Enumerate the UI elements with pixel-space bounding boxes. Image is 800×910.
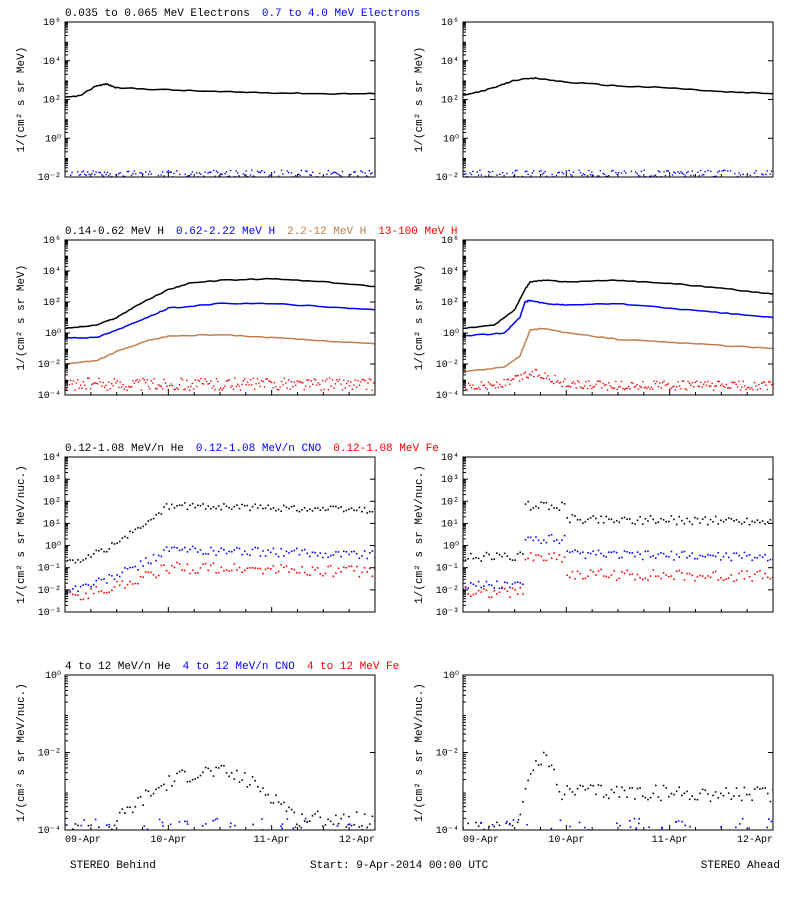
legend-row1-item0: 0.14-0.62 MeV H <box>65 226 164 238</box>
svg-text:10³: 10³ <box>440 475 458 486</box>
svg-text:1/(cm² s sr MeV/nuc.): 1/(cm² s sr MeV/nuc.) <box>414 683 426 822</box>
chart-r3-c1: 10⁻⁴ 10⁻² 10⁰ 09-Apr 10-Apr 11-Apr 12-Apr 1/(cm… <box>408 663 778 848</box>
svg-text:10⁻²: 10⁻² <box>38 586 61 597</box>
svg-text:10³: 10³ <box>43 475 61 486</box>
svg-text:10⁶: 10⁶ <box>43 18 61 29</box>
legend-row2-item1: 0.12-1.08 MeV/n CNO <box>196 443 321 455</box>
svg-text:10²: 10² <box>43 298 61 309</box>
chart-r2-c1: 10⁻³ 10⁻² 10⁻¹ 10⁰ 10¹ 10² 10³ 10⁴ 1/(cm² s sr M… <box>408 445 778 630</box>
svg-text:10⁻²: 10⁻² <box>38 360 61 371</box>
svg-text:11-Apr: 11-Apr <box>651 835 687 846</box>
chart-r2-c0: 10⁻³ 10⁻² 10⁻¹ 10⁰ 10¹ 10² 10³ 10⁴ 1/(cm² s sr M… <box>10 445 380 630</box>
svg-text:10²: 10² <box>440 298 458 309</box>
legend-row0-item0: 0.035 to 0.065 MeV Electrons <box>65 8 250 20</box>
svg-text:1/(cm² s sr MeV): 1/(cm² s sr MeV) <box>16 47 28 153</box>
svg-text:10²: 10² <box>43 497 61 508</box>
svg-text:10⁰: 10⁰ <box>45 133 61 145</box>
legend-row3-item0: 4 to 12 MeV/n He <box>65 661 171 673</box>
svg-text:10⁴: 10⁴ <box>440 452 458 464</box>
chart-r0-c0: 10⁻² 10⁰ 10² 10⁴ 10⁶ 1/(cm² s sr MeV) <box>10 10 380 195</box>
svg-text:1/(cm² s sr MeV): 1/(cm² s sr MeV) <box>414 264 426 370</box>
panel-r1-c0: 0.14-0.62 MeV H 0.62-2.22 MeV H 2.2-12 MeV… <box>10 228 393 426</box>
svg-text:10-Apr: 10-Apr <box>150 835 186 846</box>
svg-text:1/(cm² s sr MeV): 1/(cm² s sr MeV) <box>16 264 28 370</box>
svg-text:10⁴: 10⁴ <box>43 266 61 278</box>
svg-text:1/(cm² s sr MeV/nuc.): 1/(cm² s sr MeV/nuc.) <box>16 465 28 604</box>
svg-text:10⁴: 10⁴ <box>43 452 61 464</box>
svg-text:10⁻²: 10⁻² <box>435 586 458 597</box>
svg-text:10⁴: 10⁴ <box>43 56 61 68</box>
panel-r0-c0: 0.035 to 0.065 MeV Electrons0.7 to 4.0 M… <box>10 10 393 208</box>
svg-text:10⁰: 10⁰ <box>442 328 458 340</box>
svg-text:10⁰: 10⁰ <box>442 133 458 145</box>
svg-text:10⁻¹: 10⁻¹ <box>435 564 458 575</box>
svg-text:10⁶: 10⁶ <box>440 18 458 29</box>
svg-text:10¹: 10¹ <box>440 519 458 530</box>
chart-r3-c0: 10⁻⁴ 10⁻² 10⁰ 09-Apr 10-Apr 11-Apr 12-Apr 1/(cm… <box>10 663 380 848</box>
legend-row3-item2: 4 to 12 MeV Fe <box>307 661 399 673</box>
svg-text:10⁻²: 10⁻² <box>38 748 61 759</box>
footer-center: Start: 9-Apr-2014 00:00 UTC <box>310 860 488 872</box>
svg-text:10⁰: 10⁰ <box>45 328 61 340</box>
legend-row2: 0.12-1.08 MeV/n He0.12-1.08 MeV/n CNO0.1… <box>65 443 451 455</box>
svg-text:10⁻¹: 10⁻¹ <box>38 564 61 575</box>
panel-r3-c0: 4 to 12 MeV/n He4 to 12 MeV/n CNO4 to 12… <box>10 663 393 861</box>
panel-r2-c1: 10⁻³ 10⁻² 10⁻¹ 10⁰ 10¹ 10² 10³ 10⁴ 1/(cm² s sr M… <box>408 445 791 643</box>
legend-row1-item2: 2.2-12 MeV H <box>287 226 366 238</box>
svg-text:11-Apr: 11-Apr <box>254 835 290 846</box>
svg-text:10⁻⁴: 10⁻⁴ <box>38 825 61 837</box>
svg-text:10⁻³: 10⁻³ <box>38 608 61 619</box>
legend-row3: 4 to 12 MeV/n He 4 to 12 MeV/n CNO 4 to 12… <box>65 661 411 673</box>
svg-text:10⁻²: 10⁻² <box>38 173 61 184</box>
svg-text:10-Apr: 10-Apr <box>548 835 584 846</box>
svg-text:10⁰: 10⁰ <box>45 541 61 553</box>
svg-text:10⁻²: 10⁻² <box>435 360 458 371</box>
svg-text:09-Apr: 09-Apr <box>463 835 499 846</box>
chart-r1-c1: 10⁻⁴ 10⁻² 10⁰ 10² 10⁴ 10⁶ 1/(cm² s sr MeV) <box>408 228 778 413</box>
svg-text:10²: 10² <box>43 96 61 107</box>
svg-text:10⁴: 10⁴ <box>440 266 458 278</box>
panel-r2-c0: 0.12-1.08 MeV/n He0.12-1.08 MeV/n CNO0.1… <box>10 445 393 643</box>
svg-text:10⁶: 10⁶ <box>43 236 61 247</box>
svg-text:10⁻⁴: 10⁻⁴ <box>435 825 458 837</box>
svg-text:12-Apr: 12-Apr <box>736 835 772 846</box>
panel-r0-c1: 10⁻² 10⁰ 10² 10⁴ 10⁶ 1/(cm² s sr MeV) <box>408 10 791 208</box>
legend-row0: 0.035 to 0.065 MeV Electrons 0.7 to 4.0 M… <box>65 8 432 20</box>
svg-text:10²: 10² <box>440 497 458 508</box>
footer-left: STEREO Behind <box>70 860 156 872</box>
svg-text:10⁻⁴: 10⁻⁴ <box>38 390 61 402</box>
svg-text:10⁰: 10⁰ <box>442 541 458 553</box>
svg-text:10²: 10² <box>440 96 458 107</box>
svg-text:10¹: 10¹ <box>43 519 61 530</box>
svg-text:10⁻³: 10⁻³ <box>435 608 458 619</box>
svg-text:1/(cm² s sr MeV): 1/(cm² s sr MeV) <box>414 47 426 153</box>
svg-text:10⁰: 10⁰ <box>442 670 458 682</box>
svg-text:10⁻²: 10⁻² <box>435 173 458 184</box>
svg-text:09-Apr: 09-Apr <box>65 835 101 846</box>
svg-text:10⁻²: 10⁻² <box>435 748 458 759</box>
legend-row1-item1: 0.62-2.22 MeV H <box>176 226 275 238</box>
footer-right: STEREO Ahead <box>701 860 780 872</box>
svg-text:10⁶: 10⁶ <box>440 236 458 247</box>
svg-text:10⁰: 10⁰ <box>45 670 61 682</box>
chart-r0-c1: 10⁻² 10⁰ 10² 10⁴ 10⁶ 1/(cm² s sr MeV) <box>408 10 778 195</box>
legend-row3-item1: 4 to 12 MeV/n CNO <box>183 661 295 673</box>
legend-row2-item0: 0.12-1.08 MeV/n He <box>65 443 184 455</box>
chart-r1-c0: 10⁻⁴ 10⁻² 10⁰ 10² 10⁴ 10⁶ 1/(cm² s sr MeV) <box>10 228 380 413</box>
svg-text:10⁻⁴: 10⁻⁴ <box>435 390 458 402</box>
panel-r1-c1: 10⁻⁴ 10⁻² 10⁰ 10² 10⁴ 10⁶ 1/(cm² s sr MeV) <box>408 228 791 426</box>
svg-text:12-Apr: 12-Apr <box>339 835 375 846</box>
svg-text:1/(cm² s sr MeV/nuc.): 1/(cm² s sr MeV/nuc.) <box>414 465 426 604</box>
panel-r3-c1: 10⁻⁴ 10⁻² 10⁰ 09-Apr 10-Apr 11-Apr 12-Apr 1/(cm… <box>408 663 791 861</box>
svg-text:10⁴: 10⁴ <box>440 56 458 68</box>
legend-row0-item1: 0.7 to 4.0 MeV Electrons <box>262 8 420 20</box>
svg-text:1/(cm² s sr MeV/nuc.): 1/(cm² s sr MeV/nuc.) <box>16 683 28 822</box>
